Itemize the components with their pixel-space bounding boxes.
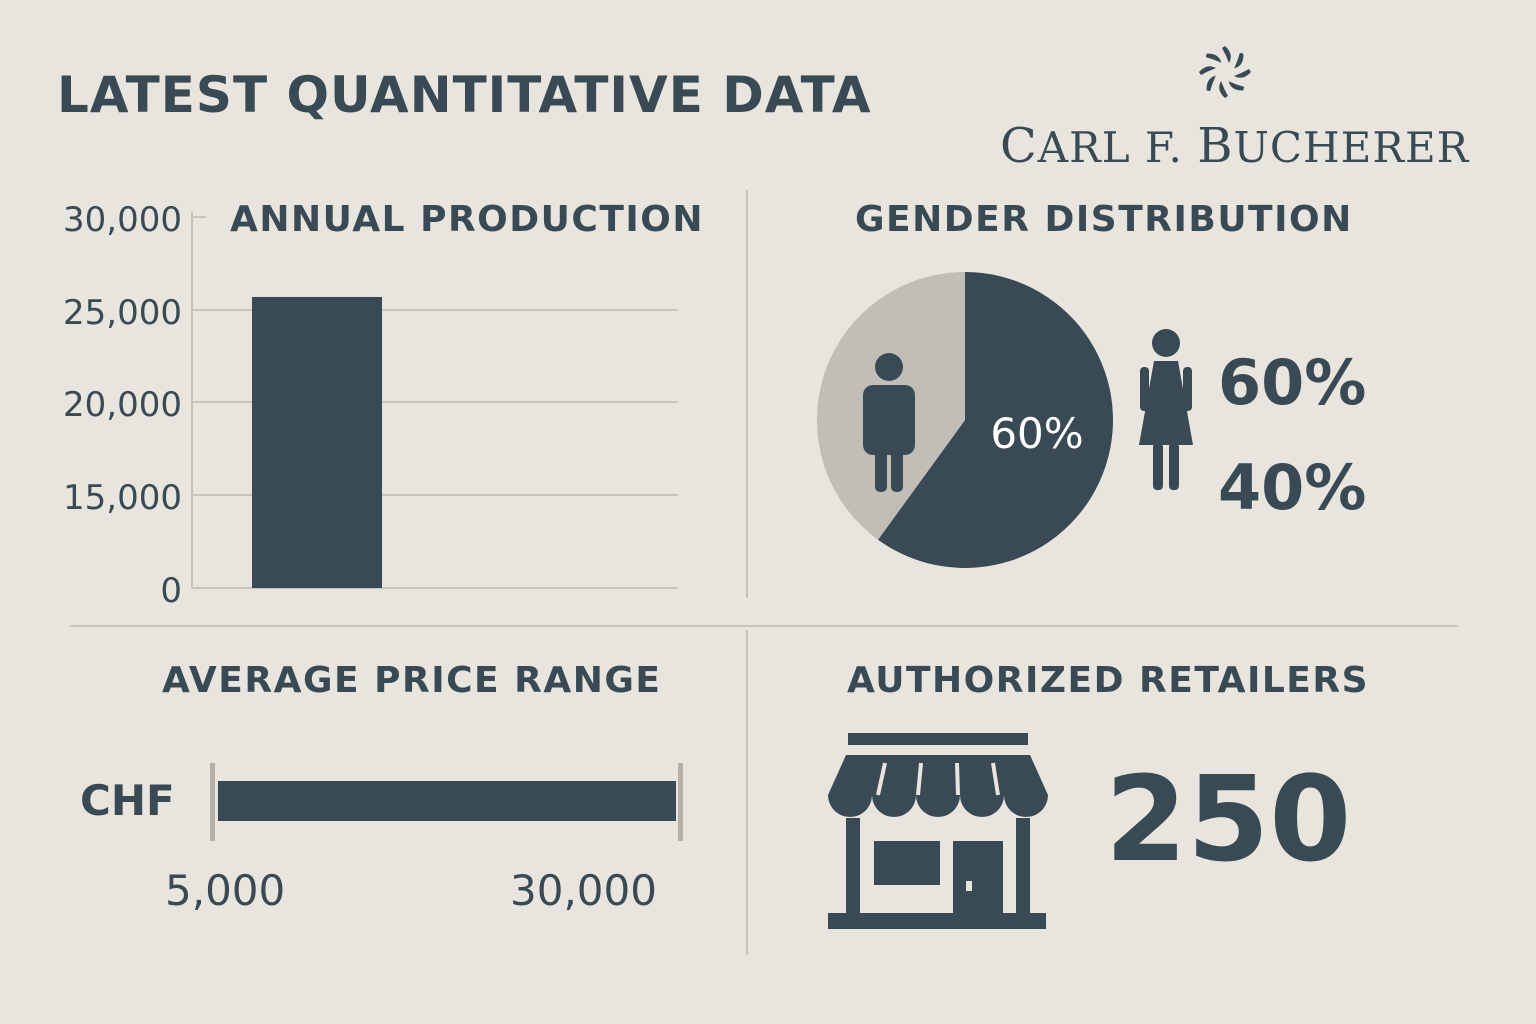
retailer-count: 250 xyxy=(1105,750,1352,888)
y-tick-label: 15,000 xyxy=(63,478,182,518)
woman-icon xyxy=(1139,329,1193,490)
divider-bottom xyxy=(746,630,748,955)
page-title: LATEST QUANTITATIVE DATA xyxy=(57,66,872,124)
storefront-icon xyxy=(828,733,1048,929)
price-min-label: 5,000 xyxy=(165,866,286,915)
average-price-range-title: AVERAGE PRICE RANGE xyxy=(162,660,662,701)
divider-top xyxy=(746,190,748,598)
authorized-retailers-title: AUTHORIZED RETAILERS xyxy=(847,660,1370,701)
men-percentage: 60% xyxy=(1218,346,1367,419)
gender-distribution-chart: 60% xyxy=(816,272,1113,568)
pie-inner-label: 60% xyxy=(990,409,1083,458)
women-percentage: 40% xyxy=(1218,451,1367,524)
y-tick-label: 25,000 xyxy=(63,293,182,333)
price-range-bar xyxy=(218,781,676,821)
rotating-seal-icon xyxy=(1199,46,1251,98)
currency-label: CHF xyxy=(80,776,175,825)
y-tick-label: 20,000 xyxy=(63,385,182,425)
y-tick-label: 30,000 xyxy=(63,200,182,240)
gender-distribution-title: GENDER DISTRIBUTION xyxy=(855,199,1353,240)
production-bar xyxy=(252,296,382,588)
y-tick-label: 0 xyxy=(160,571,182,611)
price-range-tick-left xyxy=(210,763,215,841)
brand-logo-text: CARL F. BUCHERER xyxy=(1000,118,1470,174)
divider-middle xyxy=(70,625,1458,627)
annual-production-title: ANNUAL PRODUCTION xyxy=(230,199,705,240)
pie-slice-men xyxy=(878,272,1113,568)
price-max-label: 30,000 xyxy=(510,866,657,915)
man-icon xyxy=(863,353,915,492)
annual-production-chart: 0 15,000 20,000 25,000 30,000 xyxy=(63,200,678,611)
price-range-tick-right xyxy=(678,763,683,841)
